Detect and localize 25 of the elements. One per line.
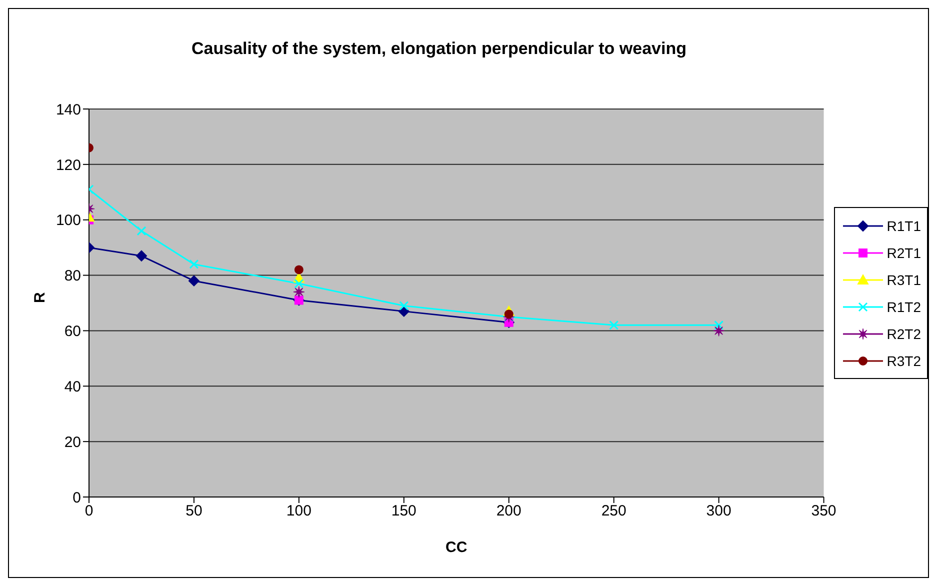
x-tick-label: 0 [84,502,94,520]
y-tick-label: 40 [64,378,81,396]
y-axis-title: R [31,292,48,303]
x-tick-label: 50 [186,502,202,520]
y-tick-label: 140 [56,101,81,118]
legend-label: R2T2 [886,326,921,342]
legend-label: R3T2 [886,352,921,368]
x-tick-label: 200 [496,502,522,520]
legend-label: R1T2 [886,298,921,314]
legend-label: R3T1 [886,272,921,288]
y-tick-label: 80 [64,268,81,285]
y-tick-label: 120 [56,156,81,174]
x-axis-title: CC [446,539,468,556]
y-tick-label: 20 [64,434,81,451]
x-tick-label: 150 [391,502,416,520]
y-tick-label: 60 [64,323,81,340]
x-tick-label: 300 [706,502,732,520]
legend-label: R2T1 [886,244,921,260]
x-tick-label: 350 [811,502,836,520]
y-tick-label: 100 [56,212,81,230]
y-tick-label: 0 [72,489,81,506]
x-tick-label: 100 [286,502,312,520]
legend-label: R1T1 [886,218,921,234]
x-tick-label: 250 [601,502,626,520]
chart-title: Causality of the system, elongation perpendicular to weaving [190,39,688,59]
